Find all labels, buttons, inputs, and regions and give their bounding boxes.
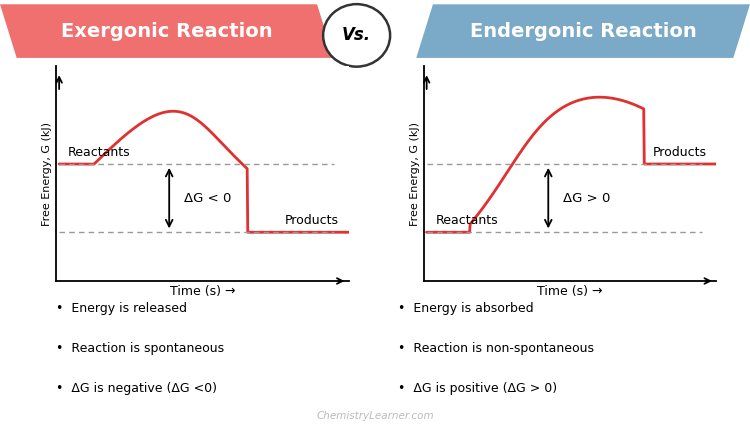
Text: Reactants: Reactants <box>435 214 498 227</box>
Text: •  Reaction is spontaneous: • Reaction is spontaneous <box>56 342 224 355</box>
Text: •  ΔG is positive (ΔG > 0): • ΔG is positive (ΔG > 0) <box>398 382 556 395</box>
Text: ChemistryLearner.com: ChemistryLearner.com <box>316 411 434 421</box>
Text: Exergonic Reaction: Exergonic Reaction <box>61 21 273 41</box>
Text: •  Reaction is non-spontaneous: • Reaction is non-spontaneous <box>398 342 593 355</box>
Text: •  Energy is absorbed: • Energy is absorbed <box>398 302 533 315</box>
Text: Products: Products <box>285 214 339 227</box>
Text: Reactants: Reactants <box>68 146 130 159</box>
Polygon shape <box>416 4 750 58</box>
Text: ΔG > 0: ΔG > 0 <box>562 192 610 205</box>
Text: ΔG < 0: ΔG < 0 <box>184 192 231 205</box>
Text: •  ΔG is negative (ΔG <0): • ΔG is negative (ΔG <0) <box>56 382 217 395</box>
X-axis label: Time (s) →: Time (s) → <box>537 285 603 298</box>
Y-axis label: Free Energy, G (kJ): Free Energy, G (kJ) <box>410 122 419 226</box>
Text: Vs.: Vs. <box>342 27 371 44</box>
Text: •  Energy is released: • Energy is released <box>56 302 188 315</box>
Text: Endergonic Reaction: Endergonic Reaction <box>470 21 697 41</box>
X-axis label: Time (s) →: Time (s) → <box>170 285 236 298</box>
Y-axis label: Free Energy, G (kJ): Free Energy, G (kJ) <box>42 122 52 226</box>
Polygon shape <box>0 4 334 58</box>
Circle shape <box>323 4 390 66</box>
Text: Products: Products <box>652 146 706 159</box>
